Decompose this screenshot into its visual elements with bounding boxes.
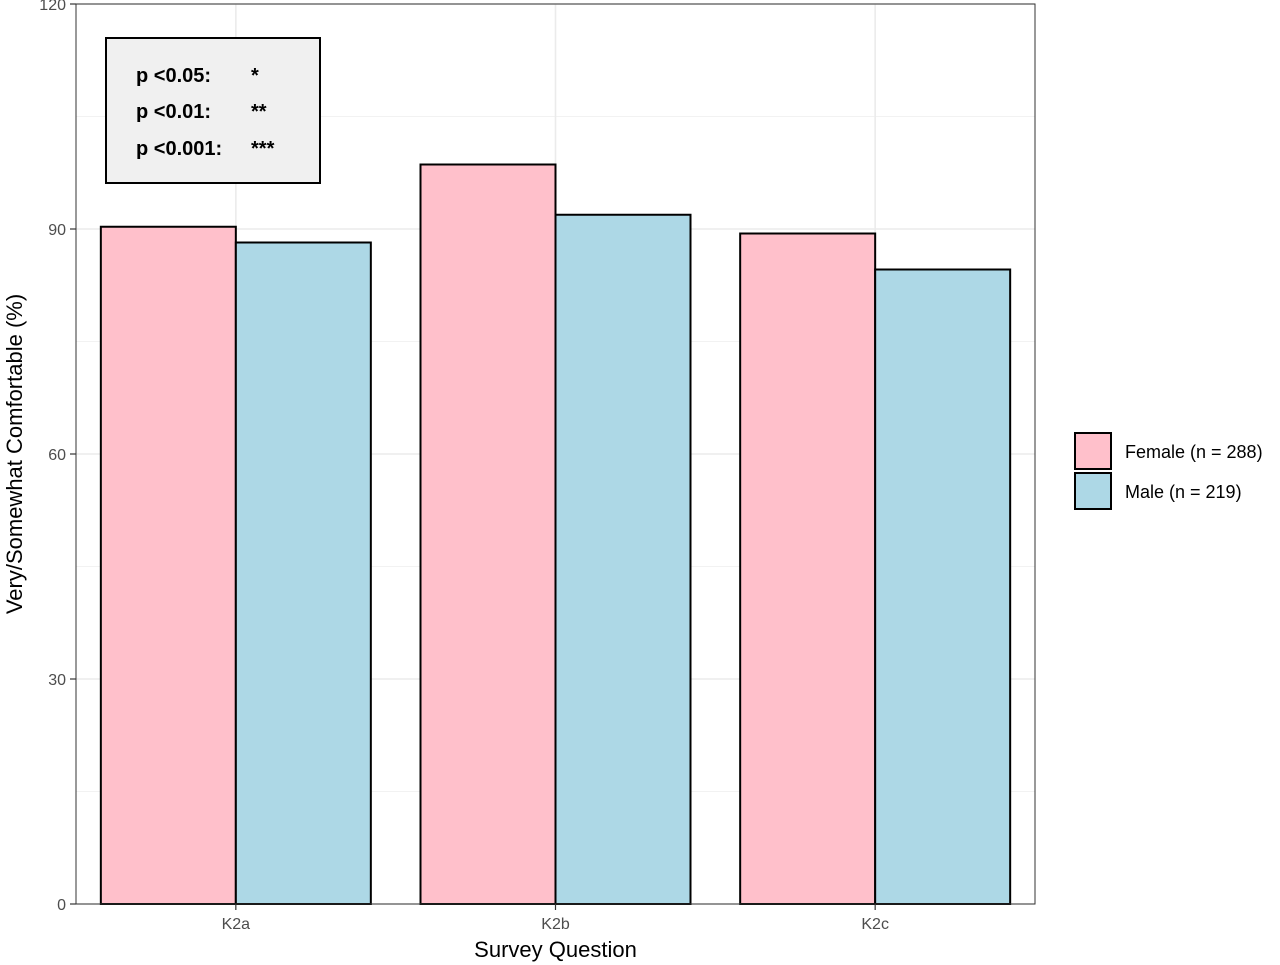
y-axis-ticks: 0 30 60 90 120 [39,0,76,914]
bar-k2a-male [234,241,372,905]
annotation-background [105,37,321,184]
y-tick-label: 30 [48,672,66,689]
y-tick-label: 60 [48,447,66,464]
annotation-label-p0001: p <0.001: [136,138,222,160]
bar-k2a-female [99,225,237,905]
y-tick-label: 120 [39,0,66,14]
bar-k2b-male [554,213,692,905]
x-axis-title: Survey Question [474,937,637,962]
x-tick-label-k2b: K2b [541,916,570,933]
bars-group [99,163,1012,905]
annotation-label-p001: p <0.01: [136,101,211,123]
annotation-stars-p0001: *** [251,138,275,160]
legend-key-male [1074,472,1112,510]
annotation-stars-p001: ** [251,101,267,123]
bar-k2b-female [419,163,557,905]
legend-label-female: Female (n = 288) [1125,442,1263,462]
bar-k2c-male [874,268,1012,905]
legend-label-male: Male (n = 219) [1125,482,1242,502]
significance-annotation-box: p <0.05: * p <0.01: ** p <0.001: *** [105,37,321,184]
annotation-label-p005: p <0.05: [136,65,211,87]
bar-k2c-female [739,232,877,905]
x-tick-label-k2c: K2c [861,916,889,933]
legend: Female (n = 288) Male (n = 219) [1074,432,1263,510]
y-tick-label: 90 [48,222,66,239]
y-tick-label: 0 [57,897,66,914]
x-tick-label-k2a: K2a [222,916,251,933]
x-axis-ticks: K2a K2b K2c [222,904,889,933]
legend-key-female [1074,432,1112,470]
y-axis-title: Very/Somewhat Comfortable (%) [2,294,27,614]
annotation-stars-p005: * [251,65,259,87]
